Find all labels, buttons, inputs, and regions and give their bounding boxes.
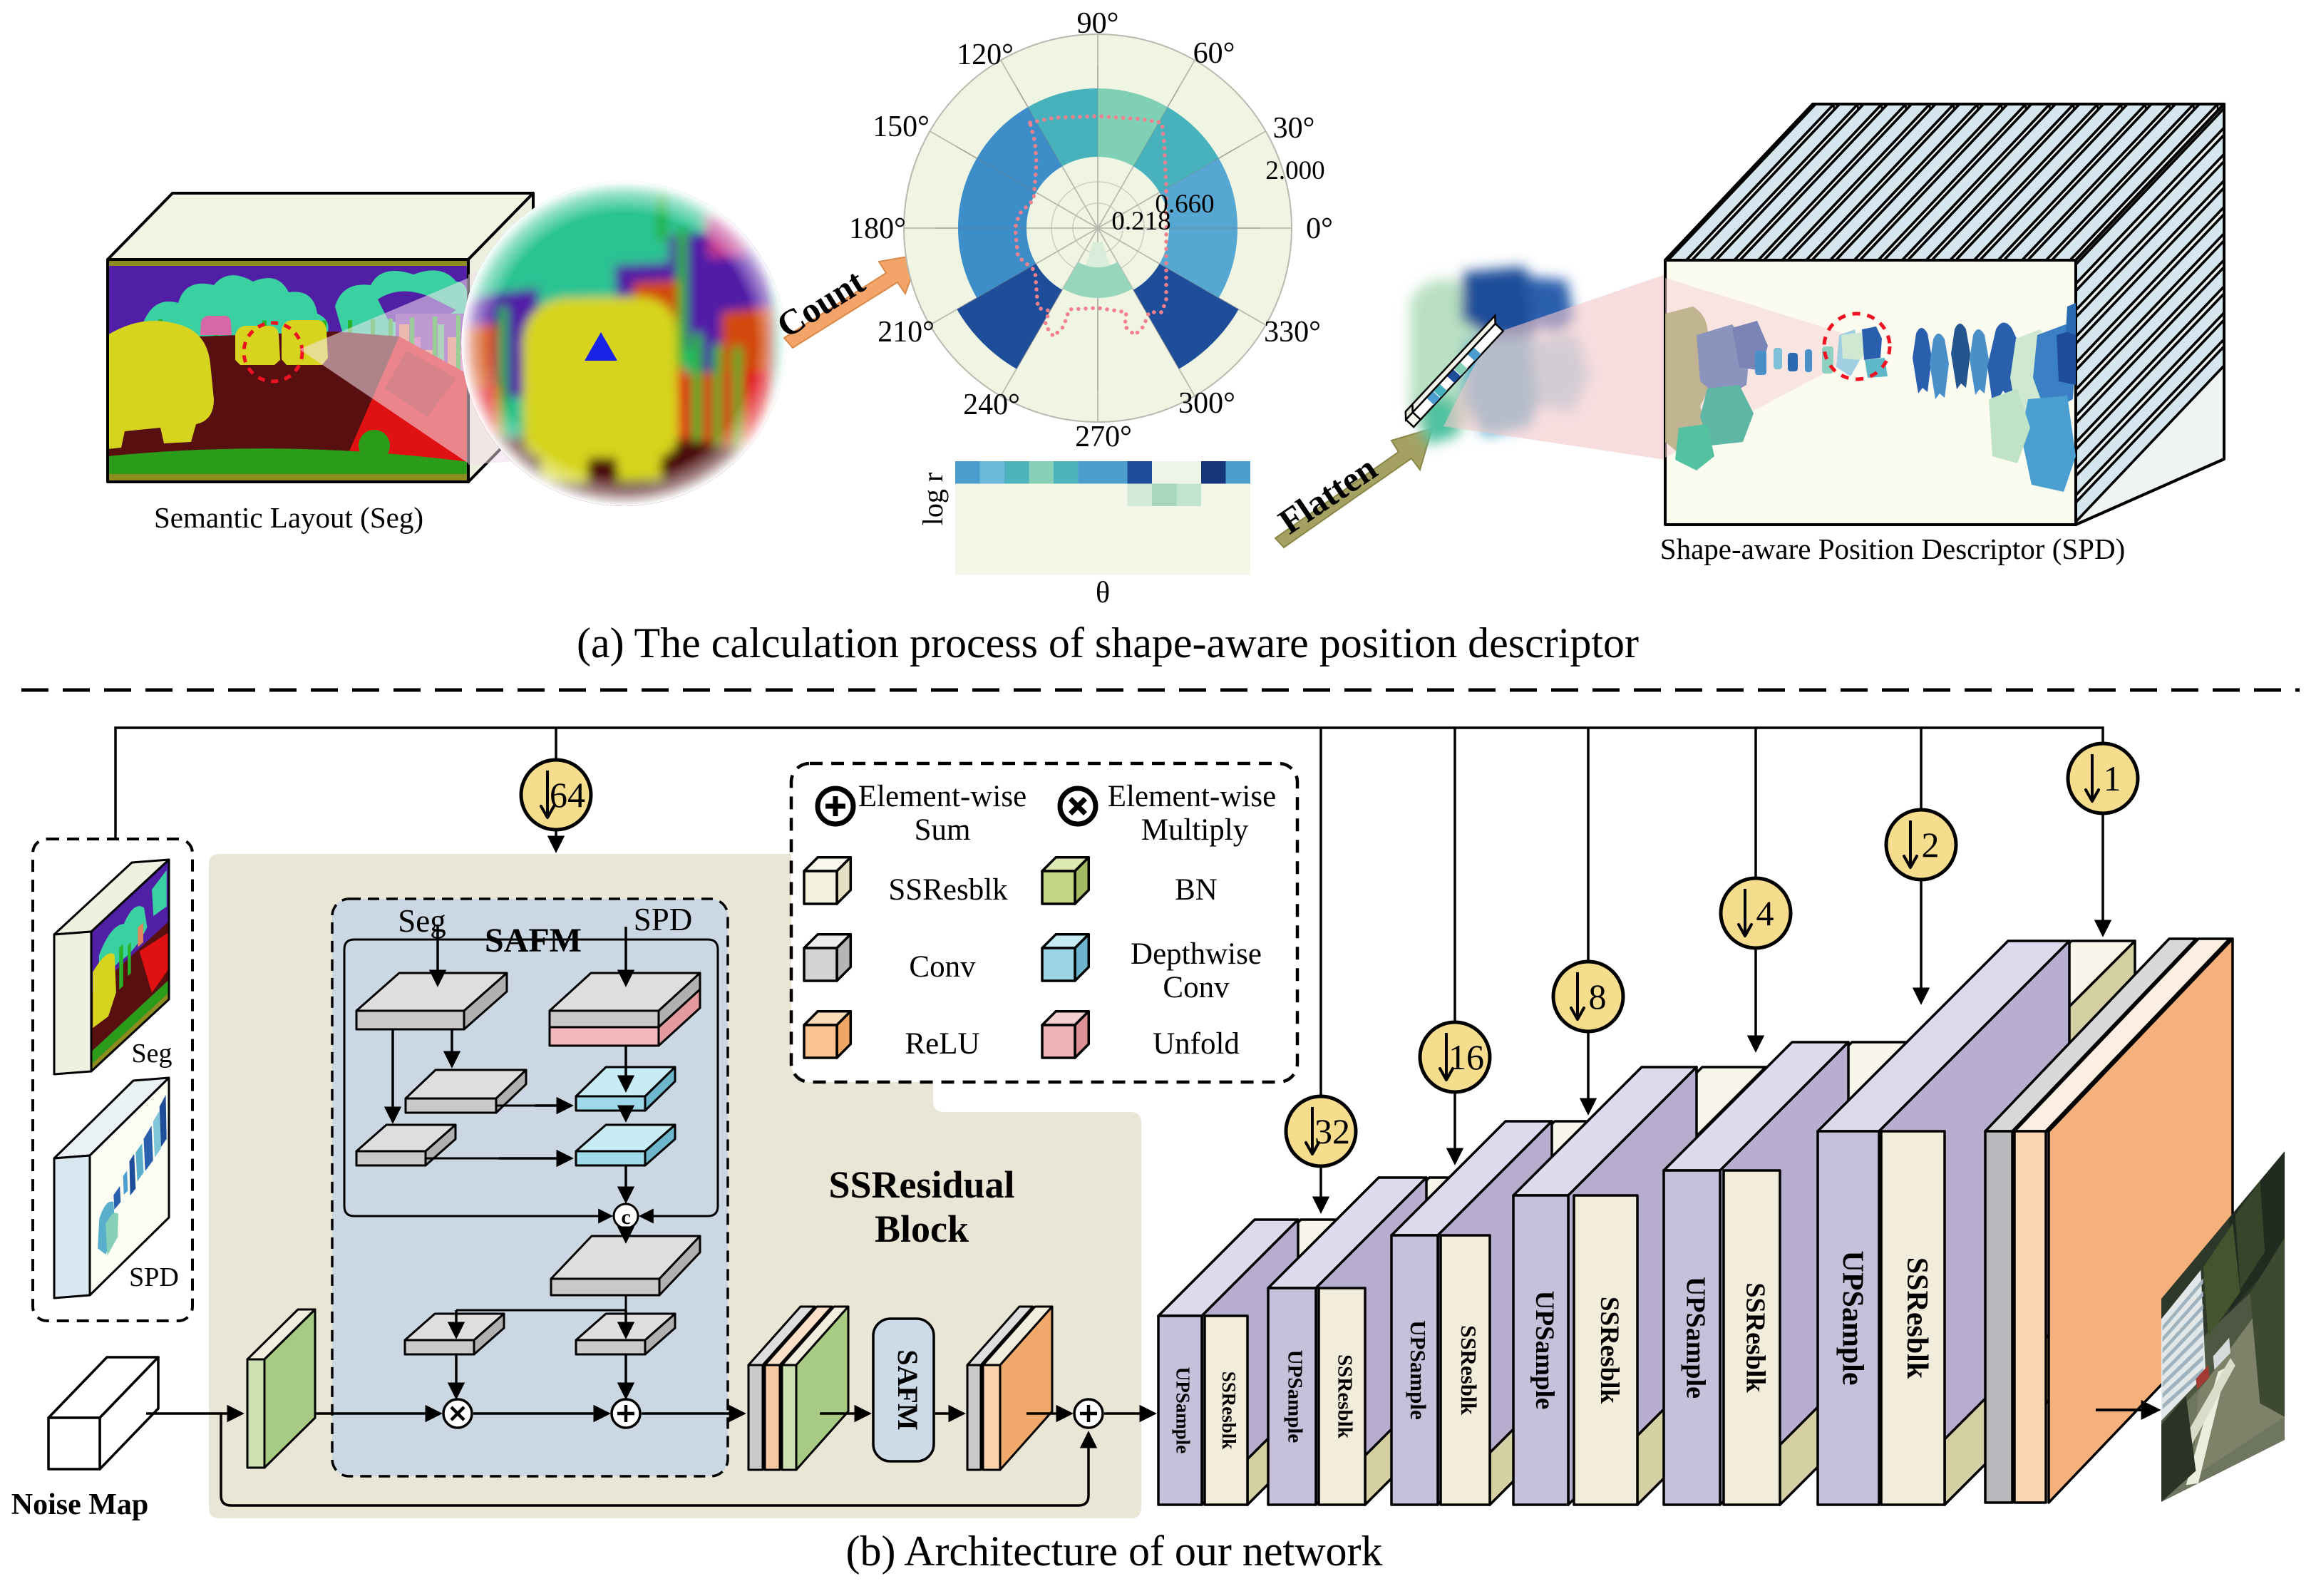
svg-text:SAFM: SAFM — [892, 1349, 924, 1430]
svg-text:SAFM: SAFM — [485, 922, 582, 959]
svg-text:SSResblk: SSResblk — [1741, 1282, 1771, 1393]
svg-text:Depthwise: Depthwise — [1131, 937, 1262, 971]
svg-text:Sum: Sum — [915, 813, 971, 847]
svg-text:210°: 210° — [878, 316, 935, 349]
svg-text:SSResblk: SSResblk — [1218, 1371, 1240, 1450]
svg-text:240°: 240° — [963, 388, 1020, 421]
svg-text:UPSample: UPSample — [1681, 1277, 1711, 1399]
svg-text:0.218: 0.218 — [1111, 207, 1170, 236]
svg-text:Noise Map: Noise Map — [11, 1488, 149, 1521]
svg-text:UPSample: UPSample — [1283, 1350, 1306, 1443]
svg-text:90°: 90° — [1077, 7, 1119, 40]
svg-text:UPSample: UPSample — [1406, 1320, 1431, 1420]
svg-text:SSResblk: SSResblk — [1456, 1325, 1481, 1416]
svg-text:SSResblk: SSResblk — [1900, 1257, 1933, 1379]
svg-text:(a) The calculation process of: (a) The calculation process of shape-awa… — [577, 619, 1639, 666]
svg-text:30°: 30° — [1273, 112, 1315, 145]
svg-text:log r: log r — [917, 473, 949, 525]
svg-text:Conv: Conv — [1163, 971, 1230, 1004]
svg-text:UPSample: UPSample — [1530, 1291, 1559, 1410]
svg-text:Element-wise: Element-wise — [1108, 780, 1276, 813]
svg-text:SPD: SPD — [634, 902, 693, 937]
svg-text:180°: 180° — [849, 212, 906, 245]
svg-text:UPSample: UPSample — [1173, 1367, 1194, 1454]
svg-text:300°: 300° — [1178, 387, 1235, 420]
svg-text:60°: 60° — [1193, 37, 1235, 70]
svg-text:(b) Architecture of our networ: (b) Architecture of our network — [845, 1528, 1382, 1575]
svg-text:SSResblk: SSResblk — [1595, 1297, 1624, 1404]
svg-text:Seg: Seg — [132, 1039, 173, 1069]
svg-text:0.660: 0.660 — [1155, 190, 1214, 219]
svg-text:θ: θ — [1096, 577, 1110, 609]
svg-text:BN: BN — [1175, 873, 1218, 907]
svg-text:2: 2 — [1922, 825, 1940, 865]
svg-text:150°: 150° — [873, 110, 930, 143]
svg-text:Conv: Conv — [909, 950, 976, 984]
svg-text:32: 32 — [1314, 1111, 1350, 1151]
svg-text:Shape-aware Position Descripto: Shape-aware Position Descriptor (SPD) — [1660, 532, 2125, 565]
svg-text:Multiply: Multiply — [1141, 813, 1249, 847]
svg-text:4: 4 — [1756, 893, 1774, 933]
svg-text:c: c — [621, 1205, 630, 1229]
svg-text:120°: 120° — [957, 38, 1014, 71]
svg-text:1: 1 — [2104, 758, 2121, 798]
svg-text:Block: Block — [875, 1208, 969, 1250]
svg-text:8: 8 — [1589, 977, 1607, 1016]
svg-text:ReLU: ReLU — [905, 1027, 979, 1061]
svg-text:Semantic Layout (Seg): Semantic Layout (Seg) — [154, 501, 423, 534]
svg-text:64: 64 — [550, 775, 585, 815]
svg-text:SSResidual: SSResidual — [828, 1163, 1014, 1206]
svg-text:SSResblk: SSResblk — [1333, 1354, 1356, 1439]
svg-text:SSResblk: SSResblk — [888, 873, 1008, 907]
svg-text:270°: 270° — [1075, 421, 1132, 453]
svg-text:0°: 0° — [1306, 212, 1333, 245]
svg-text:Unfold: Unfold — [1153, 1027, 1240, 1061]
svg-text:330°: 330° — [1264, 316, 1321, 349]
svg-text:16: 16 — [1448, 1037, 1484, 1077]
svg-text:SPD: SPD — [129, 1262, 179, 1292]
svg-text:UPSample: UPSample — [1836, 1251, 1868, 1386]
svg-text:Element-wise: Element-wise — [858, 780, 1026, 813]
svg-text:2.000: 2.000 — [1265, 156, 1324, 185]
